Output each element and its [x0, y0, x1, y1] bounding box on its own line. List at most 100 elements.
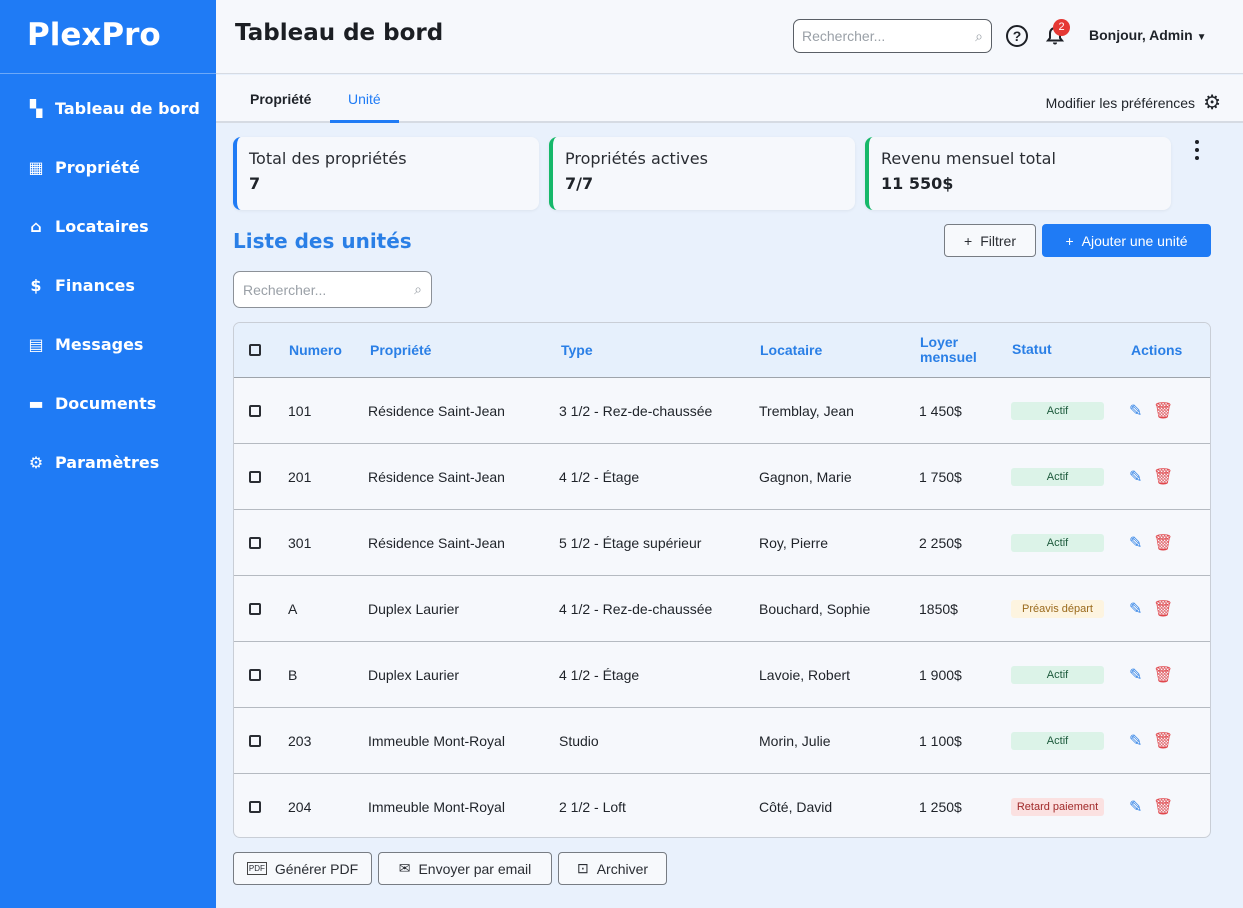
- cell-loyer: 1 100$: [919, 732, 962, 749]
- cell-propriete: Résidence Saint-Jean: [368, 402, 505, 419]
- list-title: Liste des unités: [233, 229, 412, 253]
- cell-numero: 301: [288, 534, 312, 551]
- gear-icon: ⚙: [1203, 92, 1221, 114]
- row-checkbox[interactable]: [249, 536, 261, 549]
- tab-propriete[interactable]: Propriété: [250, 91, 312, 107]
- cell-propriete: Duplex Laurier: [368, 600, 460, 617]
- stat-value: 7/7: [565, 174, 594, 193]
- search-icon: ⌕: [414, 281, 422, 297]
- dollar-icon: $: [30, 276, 42, 295]
- cell-type: 5 1/2 - Étage supérieur: [559, 534, 702, 551]
- user-menu[interactable]: Bonjour, Admin ▼: [1089, 27, 1207, 43]
- cell-locataire: Bouchard, Sophie: [759, 600, 871, 617]
- cell-propriete: Résidence Saint-Jean: [368, 468, 505, 485]
- edit-icon[interactable]: ✎: [1129, 468, 1143, 486]
- table-row: B Duplex Laurier 4 1/2 - Étage Lavoie, R…: [234, 642, 1210, 708]
- select-all-checkbox[interactable]: [249, 344, 261, 356]
- house-icon: ⌂: [30, 217, 42, 236]
- cell-locataire: Morin, Julie: [759, 732, 831, 749]
- cell-loyer: 2 250$: [919, 534, 962, 551]
- search-icon: ⌕: [975, 27, 983, 44]
- sidebar-item-label: Paramètres: [55, 453, 160, 472]
- row-checkbox[interactable]: [249, 602, 261, 615]
- pdf-icon: PDF: [246, 862, 267, 875]
- col-statut[interactable]: Statut: [1012, 341, 1052, 357]
- table-row: 301 Résidence Saint-Jean 5 1/2 - Étage s…: [234, 510, 1210, 576]
- sidebar-item-label: Tableau de bord: [55, 99, 200, 118]
- cell-numero: 101: [288, 402, 312, 419]
- sidebar: PlexPro ▚ Tableau de bord ▦ Propriété ⌂ Locat…: [0, 0, 216, 908]
- cell-loyer: 1 900$: [919, 666, 962, 683]
- preferences-label: Modifier les préférences: [1045, 94, 1196, 111]
- row-checkbox[interactable]: [249, 404, 261, 417]
- cell-locataire: Tremblay, Jean: [759, 402, 854, 419]
- status-badge: Actif: [1011, 401, 1104, 420]
- edit-icon[interactable]: ✎: [1129, 600, 1143, 618]
- table-row: 101 Résidence Saint-Jean 3 1/2 - Rez-de-…: [234, 378, 1210, 444]
- edit-icon[interactable]: ✎: [1129, 732, 1143, 750]
- cell-loyer: 1 250$: [919, 799, 962, 815]
- header-search-input[interactable]: Rechercher... ⌕: [793, 19, 992, 53]
- delete-icon[interactable]: 🗑︎: [1153, 402, 1174, 420]
- stat-label: Total des propriétés: [249, 149, 407, 168]
- sidebar-item-1[interactable]: ▦ Propriété: [0, 138, 216, 197]
- col-type[interactable]: Type: [561, 342, 593, 358]
- cell-propriete: Duplex Laurier: [368, 666, 460, 683]
- row-checkbox[interactable]: [249, 734, 261, 747]
- status-badge: Actif: [1011, 533, 1104, 552]
- stat-label: Propriétés actives: [565, 149, 708, 168]
- delete-icon[interactable]: 🗑︎: [1153, 468, 1174, 486]
- col-propriete[interactable]: Propriété: [370, 342, 432, 358]
- status-badge: Préavis départ: [1011, 599, 1104, 618]
- col-numero[interactable]: Numero: [289, 342, 342, 358]
- col-locataire[interactable]: Locataire: [760, 342, 823, 358]
- sidebar-item-0[interactable]: ▚ Tableau de bord: [0, 79, 216, 138]
- cell-type: 4 1/2 - Étage: [559, 666, 640, 683]
- cell-loyer: 1 750$: [919, 468, 962, 485]
- edit-icon[interactable]: ✎: [1129, 799, 1143, 816]
- edit-icon[interactable]: ✎: [1129, 534, 1143, 552]
- add-unit-button[interactable]: + Ajouter une unité: [1042, 224, 1211, 257]
- user-greeting: Bonjour, Admin: [1089, 27, 1193, 43]
- sidebar-item-5[interactable]: ▬ Documents: [0, 374, 216, 433]
- status-badge: Actif: [1011, 665, 1104, 684]
- cell-propriete: Immeuble Mont-Royal: [368, 799, 505, 815]
- edit-icon[interactable]: ✎: [1129, 402, 1143, 420]
- mail-icon: ✉: [398, 860, 411, 876]
- sidebar-item-3[interactable]: $ Finances: [0, 256, 216, 315]
- search-placeholder: Rechercher...: [243, 281, 327, 298]
- help-icon[interactable]: ?: [1006, 25, 1028, 47]
- col-loyer[interactable]: Loyer mensuel: [920, 334, 977, 365]
- archive-label: Archiver: [596, 860, 649, 877]
- sidebar-item-2[interactable]: ⌂ Locataires: [0, 197, 216, 256]
- sidebar-item-label: Finances: [55, 276, 135, 295]
- cell-numero: 204: [288, 799, 312, 815]
- row-checkbox[interactable]: [249, 470, 261, 483]
- header: Tableau de bord Rechercher... ⌕ ? 2 Bonjo…: [216, 0, 1243, 74]
- cell-type: 3 1/2 - Rez-de-chaussée: [559, 402, 713, 419]
- row-checkbox[interactable]: [249, 801, 261, 813]
- email-label: Envoyer par email: [418, 860, 532, 877]
- delete-icon[interactable]: 🗑︎: [1153, 666, 1174, 684]
- filter-button[interactable]: + Filtrer: [944, 224, 1036, 257]
- tab-unite[interactable]: Unité: [330, 75, 399, 123]
- more-options-icon[interactable]: [1192, 140, 1202, 160]
- cell-loyer: 1 450$: [919, 402, 962, 419]
- delete-icon[interactable]: 🗑︎: [1153, 732, 1174, 750]
- cell-type: 2 1/2 - Loft: [559, 799, 626, 815]
- preferences-button[interactable]: Modifier les préférences ⚙: [1046, 90, 1221, 115]
- delete-icon[interactable]: 🗑︎: [1153, 600, 1174, 618]
- status-badge: Actif: [1011, 467, 1104, 486]
- delete-icon[interactable]: 🗑︎: [1153, 534, 1174, 552]
- list-search-input[interactable]: Rechercher... ⌕: [233, 271, 432, 308]
- archive-button[interactable]: ⊡ Archiver: [558, 852, 667, 885]
- row-checkbox[interactable]: [249, 668, 261, 681]
- cell-numero: 201: [288, 468, 312, 485]
- delete-icon[interactable]: 🗑︎: [1153, 799, 1174, 816]
- email-button[interactable]: ✉ Envoyer par email: [378, 852, 552, 885]
- sidebar-item-4[interactable]: ▤ Messages: [0, 315, 216, 374]
- sidebar-item-label: Locataires: [55, 217, 149, 236]
- edit-icon[interactable]: ✎: [1129, 666, 1143, 684]
- generate-pdf-button[interactable]: PDF Générer PDF: [233, 852, 372, 885]
- sidebar-item-6[interactable]: ⚙ Paramètres: [0, 433, 216, 492]
